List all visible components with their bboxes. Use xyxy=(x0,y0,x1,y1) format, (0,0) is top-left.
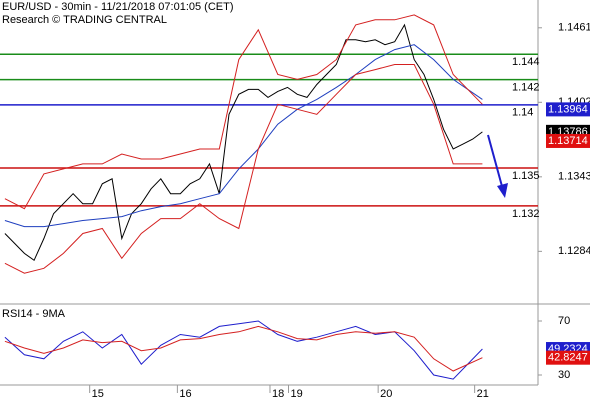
price-tag-label: 42.8247 xyxy=(548,352,588,364)
arrow xyxy=(487,134,504,191)
x-tick-label: 16 xyxy=(179,388,191,400)
chart-subtitle: Research © TRADING CENTRAL xyxy=(2,14,167,26)
x-tick-label: 15 xyxy=(92,388,104,400)
x-tick-label: 18 xyxy=(272,388,284,400)
level-label: 1.135 xyxy=(512,170,540,182)
series-line xyxy=(4,44,483,228)
y-tick-label: 70 xyxy=(558,315,570,327)
price-tag-label: 1.13714 xyxy=(548,135,588,147)
arrow-head xyxy=(497,183,508,198)
series-line xyxy=(4,14,483,210)
plot: 1.14611.14021.13431.12841.1441.1421.141.… xyxy=(0,14,590,400)
chart-title: EUR/USD - 30min - 11/21/2018 07:01:05 (C… xyxy=(2,1,234,13)
x-tick-label: 20 xyxy=(380,388,392,400)
level-label: 1.132 xyxy=(512,208,540,220)
level-label: 1.14 xyxy=(512,107,533,119)
level-label: 1.142 xyxy=(512,81,540,93)
rsi-title: RSI14 - 9MA xyxy=(2,308,66,320)
x-tick-label: 19 xyxy=(290,388,302,400)
price-tag-label: 1.13964 xyxy=(548,103,588,115)
y-tick-label: 1.1343 xyxy=(558,171,590,183)
level-label: 1.144 xyxy=(512,56,540,68)
price-tag xyxy=(546,133,590,148)
price-tag xyxy=(546,102,590,117)
series-line xyxy=(4,325,483,372)
series-line xyxy=(4,23,483,262)
y-tick-label: 1.1461 xyxy=(558,22,590,34)
price-tag xyxy=(546,350,590,365)
y-tick-label: 1.1284 xyxy=(558,245,590,257)
y-tick-label: 30 xyxy=(558,369,570,381)
x-tick-label: 21 xyxy=(477,388,489,400)
series-line xyxy=(4,64,483,274)
